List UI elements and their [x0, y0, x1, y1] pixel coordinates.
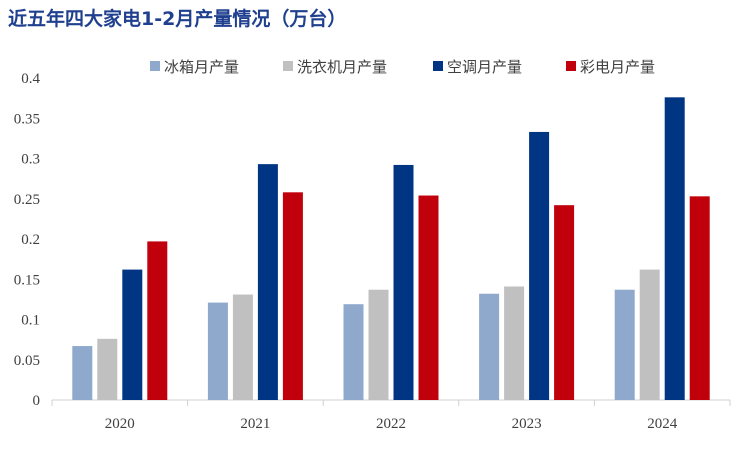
legend-swatch: [150, 61, 160, 71]
bar-2021-3: [282, 192, 303, 400]
bar-2021-0: [207, 302, 228, 400]
bar-2021-2: [257, 164, 278, 400]
y-tick-label: 0.3: [21, 152, 40, 168]
legend-swatch: [433, 61, 443, 71]
legend-label: 空调月产量: [447, 58, 522, 76]
bar-2021-1: [232, 294, 253, 400]
y-tick-label: 0.2: [21, 232, 40, 248]
y-tick-label: 0.25: [14, 192, 40, 208]
x-tick-label: 2020: [105, 416, 135, 432]
bar-2020-0: [72, 346, 93, 400]
y-tick-label: 0.05: [14, 353, 40, 369]
legend-swatch: [566, 61, 576, 71]
bar-2022-3: [418, 195, 439, 400]
bar-2023-3: [554, 205, 575, 400]
bar-2023-0: [479, 293, 500, 400]
bar-2020-1: [97, 338, 118, 400]
legend-label: 洗衣机月产量: [297, 58, 387, 76]
legend-swatch: [283, 61, 293, 71]
y-tick-label: 0.1: [21, 313, 40, 329]
bar-2020-3: [147, 241, 168, 400]
bar-2023-1: [504, 286, 525, 400]
x-tick-label: 2024: [647, 416, 678, 432]
bar-2022-1: [368, 289, 389, 400]
bar-2024-0: [614, 289, 635, 400]
bar-2020-2: [122, 269, 143, 400]
bar-2024-1: [639, 269, 660, 400]
y-tick-label: 0.35: [14, 111, 40, 127]
x-tick-label: 2023: [512, 416, 542, 432]
x-tick-label: 2022: [376, 416, 406, 432]
bar-2024-2: [664, 97, 685, 400]
chart-title: 近五年四大家电1-2月产量情况（万台）: [8, 8, 347, 30]
legend-label: 彩电月产量: [580, 58, 655, 76]
y-tick-label: 0.4: [21, 71, 40, 87]
bar-2022-2: [393, 164, 414, 400]
bar-2024-3: [689, 196, 710, 400]
legend-label: 冰箱月产量: [164, 58, 239, 76]
bar-2023-2: [529, 131, 550, 400]
bar-2022-0: [343, 304, 364, 400]
x-tick-label: 2021: [240, 416, 270, 432]
y-tick-label: 0.15: [14, 272, 40, 288]
y-tick-label: 0: [33, 393, 41, 409]
